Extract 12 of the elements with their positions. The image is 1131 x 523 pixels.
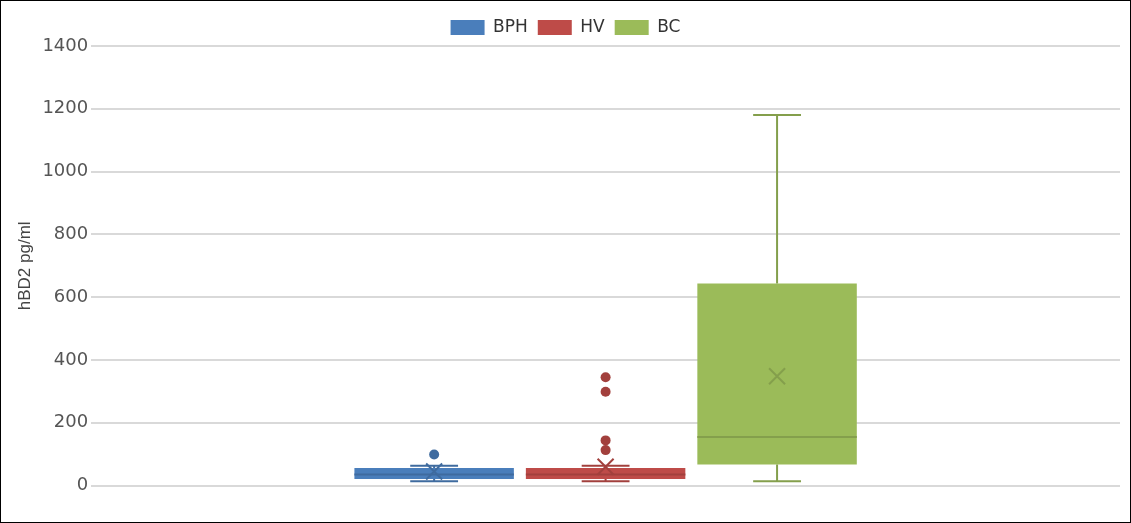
y-tick-label: 600: [53, 284, 89, 306]
y-tick-label: 1200: [42, 96, 89, 118]
legend-label: BPH: [493, 15, 528, 36]
y-tick-label: 200: [53, 410, 89, 432]
y-tick-label: 0: [76, 473, 89, 495]
y-axis-title: hBD2 pg/ml: [14, 221, 34, 311]
y-tick-label: 1000: [42, 159, 89, 181]
y-tick-label: 1400: [42, 33, 89, 55]
legend-label: HV: [580, 15, 606, 36]
legend-label: BC: [657, 15, 681, 36]
y-tick-label: 400: [53, 347, 89, 369]
y-tick-label: 800: [53, 222, 89, 244]
